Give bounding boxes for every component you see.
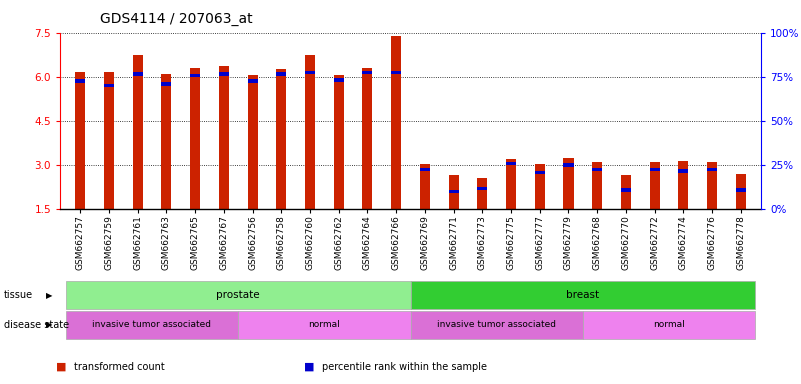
Text: normal: normal: [653, 320, 685, 329]
Bar: [104, 73, 114, 209]
Bar: [592, 168, 602, 171]
Text: transformed count: transformed count: [74, 362, 164, 372]
Bar: [621, 175, 631, 209]
Bar: [477, 187, 487, 190]
Bar: [535, 164, 545, 209]
Bar: [535, 171, 545, 174]
Text: prostate: prostate: [216, 290, 260, 300]
Bar: [219, 72, 229, 76]
Bar: [334, 78, 344, 81]
Bar: [190, 74, 200, 77]
Text: GDS4114 / 207063_at: GDS4114 / 207063_at: [100, 12, 253, 25]
Text: tissue: tissue: [4, 290, 33, 300]
Bar: [276, 72, 286, 76]
Bar: [650, 168, 660, 171]
Bar: [621, 189, 631, 192]
Bar: [477, 179, 487, 209]
Bar: [650, 162, 660, 209]
Bar: [506, 159, 516, 209]
Bar: [420, 164, 430, 209]
Bar: [248, 79, 258, 83]
Bar: [449, 190, 459, 194]
Text: breast: breast: [566, 290, 599, 300]
Bar: [707, 168, 717, 171]
Bar: [592, 162, 602, 209]
Bar: [305, 71, 315, 74]
Bar: [449, 175, 459, 209]
Bar: [362, 68, 372, 209]
Bar: [75, 73, 85, 209]
Bar: [707, 162, 717, 209]
Bar: [420, 168, 430, 171]
Bar: [736, 189, 746, 192]
Bar: [563, 163, 574, 167]
Text: ■: ■: [56, 362, 66, 372]
Bar: [736, 174, 746, 209]
Bar: [133, 72, 143, 76]
Bar: [133, 55, 143, 209]
Bar: [391, 36, 401, 209]
Bar: [678, 161, 688, 209]
Text: normal: normal: [308, 320, 340, 329]
Bar: [362, 71, 372, 74]
Bar: [104, 84, 114, 88]
Bar: [75, 79, 85, 83]
Bar: [248, 75, 258, 209]
Text: percentile rank within the sample: percentile rank within the sample: [322, 362, 487, 372]
Bar: [161, 83, 171, 86]
Text: invasive tumor associated: invasive tumor associated: [437, 320, 556, 329]
Bar: [391, 71, 401, 74]
Bar: [678, 169, 688, 173]
Bar: [190, 68, 200, 209]
Bar: [506, 162, 516, 166]
Bar: [334, 75, 344, 209]
Bar: [563, 158, 574, 209]
Text: invasive tumor associated: invasive tumor associated: [92, 320, 211, 329]
Text: ■: ■: [304, 362, 315, 372]
Text: disease state: disease state: [4, 320, 69, 330]
Bar: [305, 55, 315, 209]
Bar: [219, 66, 229, 209]
Bar: [276, 70, 286, 209]
Bar: [161, 74, 171, 209]
Text: ▶: ▶: [46, 291, 53, 300]
Text: ▶: ▶: [46, 320, 53, 329]
